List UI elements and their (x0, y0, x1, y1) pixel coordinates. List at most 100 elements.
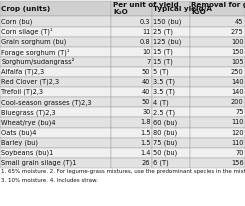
Text: Cool-season grasses (T)2,3: Cool-season grasses (T)2,3 (1, 99, 92, 105)
Bar (111, 128, 152, 138)
Bar (190, 1, 245, 16)
Text: 1.4: 1.4 (140, 150, 150, 156)
Bar (111, 27, 152, 37)
Text: 1.8: 1.8 (140, 119, 150, 125)
Text: 3.5 (T): 3.5 (T) (153, 79, 175, 85)
Text: 30: 30 (142, 109, 150, 115)
Text: 200: 200 (231, 99, 244, 105)
Text: 40: 40 (142, 89, 150, 95)
Text: 2.5 (T): 2.5 (T) (153, 109, 175, 116)
Text: Per unit of yield
K₂O: Per unit of yield K₂O (113, 2, 179, 15)
Text: Oats (bu)4: Oats (bu)4 (1, 129, 37, 136)
Text: 105: 105 (231, 59, 244, 65)
Text: 40: 40 (142, 79, 150, 85)
Text: 275: 275 (231, 29, 244, 35)
Text: Corn (bu): Corn (bu) (1, 18, 33, 25)
Bar (190, 128, 245, 138)
Text: 140: 140 (231, 79, 244, 85)
Bar (0, 87, 111, 97)
Bar (0, 16, 111, 27)
Bar (190, 37, 245, 47)
Bar (152, 1, 190, 16)
Text: 110: 110 (231, 119, 244, 125)
Bar (0, 107, 111, 117)
Bar (190, 67, 245, 77)
Bar (190, 148, 245, 158)
Bar (152, 158, 190, 168)
Text: Crop (units): Crop (units) (1, 6, 51, 12)
Text: 11: 11 (142, 29, 150, 35)
Bar (0, 57, 111, 67)
Text: 50: 50 (142, 99, 150, 105)
Text: Removal for given yield
K₂O: Removal for given yield K₂O (191, 2, 245, 15)
Text: 120: 120 (231, 130, 244, 136)
Text: 250: 250 (231, 69, 244, 75)
Bar (190, 77, 245, 87)
Bar (111, 1, 152, 16)
Bar (152, 77, 190, 87)
Bar (111, 37, 152, 47)
Bar (111, 148, 152, 158)
Text: 0.3: 0.3 (140, 19, 150, 25)
Bar (111, 77, 152, 87)
Bar (0, 128, 111, 138)
Bar (0, 27, 111, 37)
Bar (152, 107, 190, 117)
Text: 15 (T): 15 (T) (153, 49, 173, 55)
Text: Small grain silage (T)1: Small grain silage (T)1 (1, 160, 77, 166)
Text: Wheat/rye (bu)4: Wheat/rye (bu)4 (1, 119, 56, 126)
Bar (190, 97, 245, 107)
Bar (111, 158, 152, 168)
Bar (190, 87, 245, 97)
Text: 125 (bu): 125 (bu) (153, 39, 182, 45)
Text: 75 (bu): 75 (bu) (153, 139, 178, 146)
Text: Forage sorghum (T)¹: Forage sorghum (T)¹ (1, 48, 70, 56)
Text: 75: 75 (235, 109, 244, 115)
Text: 5 (T): 5 (T) (153, 69, 169, 75)
Bar (190, 47, 245, 57)
Text: Bluegrass (T)2,3: Bluegrass (T)2,3 (1, 109, 56, 116)
Text: 26: 26 (142, 160, 150, 166)
Bar (190, 27, 245, 37)
Bar (152, 148, 190, 158)
Bar (0, 47, 111, 57)
Text: 70: 70 (235, 150, 244, 156)
Bar (152, 57, 190, 67)
Bar (0, 138, 111, 148)
Bar (152, 37, 190, 47)
Text: 100: 100 (231, 39, 244, 45)
Bar (111, 97, 152, 107)
Text: Sorghum/sudangrass²: Sorghum/sudangrass² (1, 59, 75, 65)
Bar (111, 47, 152, 57)
Bar (152, 117, 190, 128)
Text: Typical yield/A: Typical yield/A (153, 6, 212, 12)
Text: 140: 140 (231, 89, 244, 95)
Text: 110: 110 (231, 140, 244, 146)
Text: 60 (bu): 60 (bu) (153, 119, 178, 126)
Text: 50 (bu): 50 (bu) (153, 150, 178, 156)
Bar (0, 158, 111, 168)
Bar (152, 16, 190, 27)
Bar (111, 87, 152, 97)
Text: Soybeans (bu)1: Soybeans (bu)1 (1, 150, 54, 156)
Text: 80 (bu): 80 (bu) (153, 129, 178, 136)
Text: 45: 45 (235, 19, 244, 25)
Bar (152, 138, 190, 148)
Bar (152, 67, 190, 77)
Bar (111, 117, 152, 128)
Bar (0, 67, 111, 77)
Text: Barley (bu): Barley (bu) (1, 139, 38, 146)
Text: 50: 50 (142, 69, 150, 75)
Bar (190, 107, 245, 117)
Text: 25 (T): 25 (T) (153, 28, 173, 35)
Bar (0, 1, 111, 16)
Bar (152, 27, 190, 37)
Bar (0, 97, 111, 107)
Bar (111, 57, 152, 67)
Bar (0, 148, 111, 158)
Text: 1.5: 1.5 (140, 140, 150, 146)
Bar (152, 47, 190, 57)
Text: 7: 7 (146, 59, 150, 65)
Text: Corn silage (T)¹: Corn silage (T)¹ (1, 28, 53, 35)
Text: 0.8: 0.8 (140, 39, 150, 45)
